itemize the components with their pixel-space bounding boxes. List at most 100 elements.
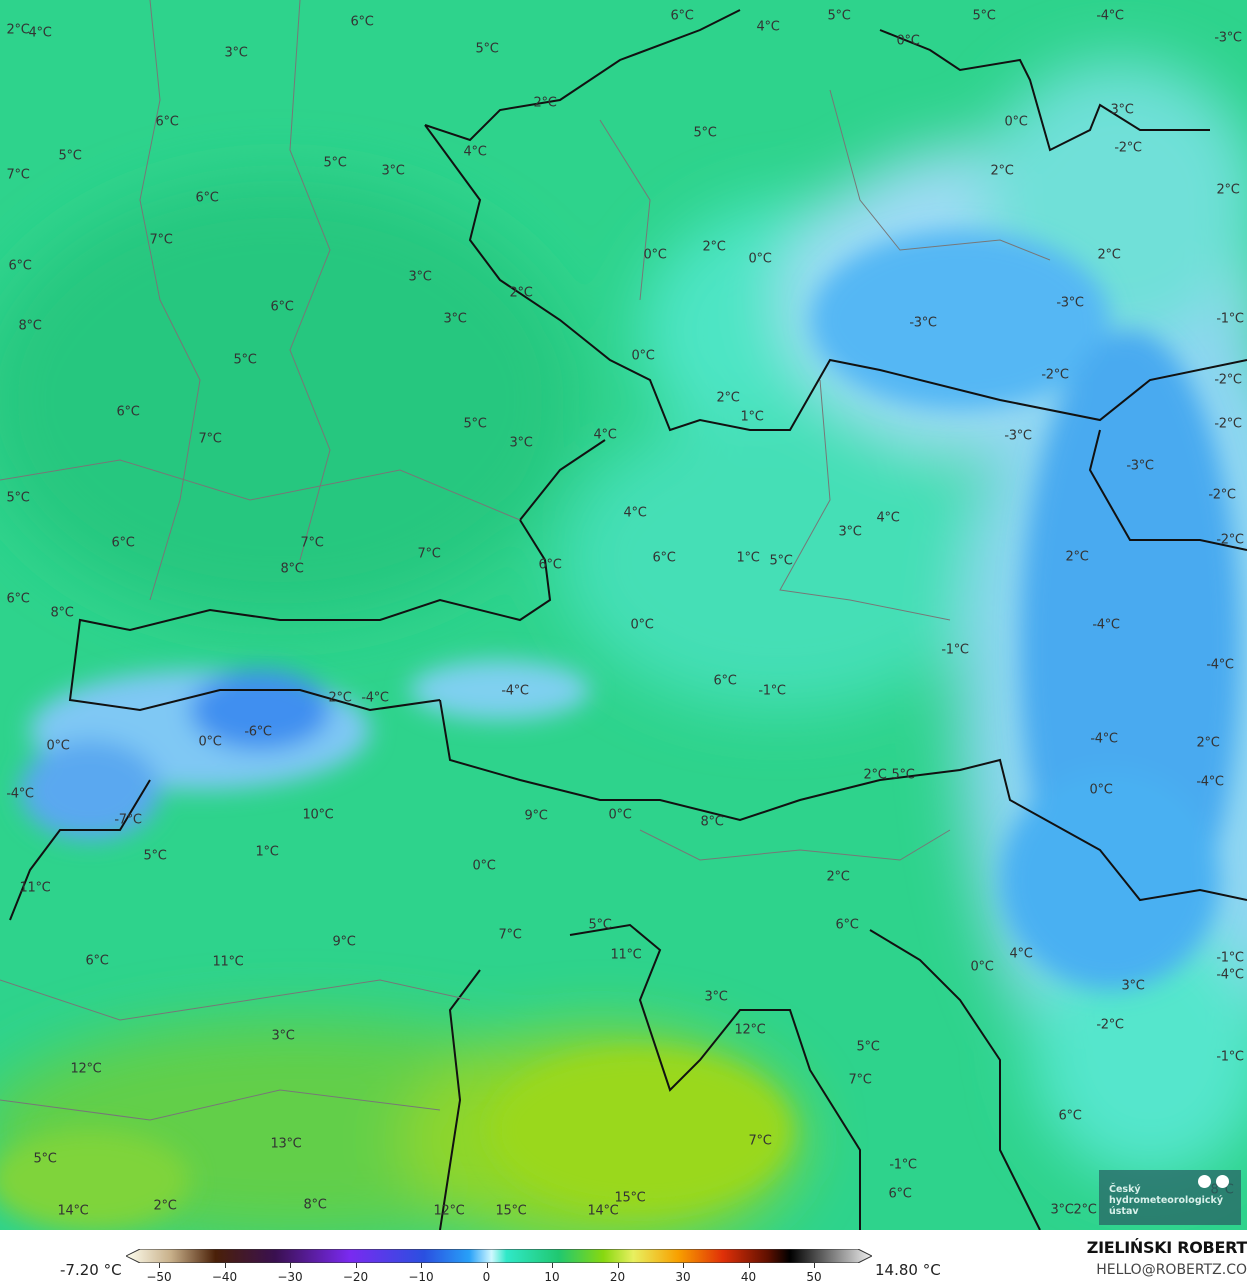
temperature-label: 3°C: [271, 1028, 295, 1044]
scale-tick-label: 10: [544, 1270, 560, 1284]
temperature-label: 6°C: [652, 550, 676, 566]
scale-tick-label: 30: [675, 1270, 691, 1284]
temperature-label: 7°C: [748, 1133, 772, 1149]
temperature-label: 6°C: [111, 535, 135, 551]
temperature-label: 6°C: [835, 917, 859, 933]
temperature-label: 2°C: [1216, 182, 1240, 198]
temperature-label: 6°C: [888, 1186, 912, 1202]
temperature-label: 4°C: [876, 510, 900, 526]
temperature-label: 6°C: [8, 258, 32, 274]
temperature-label: -3°C: [1056, 295, 1084, 311]
temperature-label: 7°C: [848, 1072, 872, 1088]
temperature-label: 0°C: [46, 738, 70, 754]
temperature-label: 6°C: [713, 673, 737, 689]
scale-tick-mark: [421, 1263, 422, 1268]
temperature-label: 12°C: [70, 1061, 102, 1077]
temperature-label: -1°C: [758, 683, 786, 699]
max-value: 14.80 °C: [875, 1261, 941, 1279]
temperature-label: 6°C: [350, 14, 374, 30]
temperature-label: 2°C: [702, 239, 726, 255]
temperature-label: -6°C: [244, 724, 272, 740]
temperature-label: 1°C: [255, 844, 279, 860]
temperature-label: 2°C: [990, 163, 1014, 179]
temperature-label: -1°C: [1216, 950, 1244, 966]
temperature-label: 10°C: [302, 807, 334, 823]
scale-tick-mark: [486, 1263, 488, 1268]
temperature-label: 5°C: [856, 1039, 880, 1055]
temperature-label: -1°C: [1216, 1049, 1244, 1065]
temperature-label: 9°C: [332, 934, 356, 950]
temperature-label: -4°C: [1092, 617, 1120, 633]
temperature-label: -2°C: [1214, 416, 1242, 432]
temperature-label: 5°C: [891, 767, 915, 783]
legend-footer: -7.20 °C −: [0, 1230, 1247, 1287]
temperature-label: 3°C: [1110, 102, 1134, 118]
temperature-map[interactable]: 2°C 4°C 6°C 3°C 5°C 6°C 4°C 5°C 5°C -4°C -3°C 6°C 5°…: [0, 0, 1247, 1230]
scale-tick-mark: [224, 1263, 226, 1268]
temperature-label: 2°C: [1073, 1202, 1097, 1218]
min-value: -7.20 °C: [60, 1261, 122, 1279]
temperature-label: -4°C: [1216, 967, 1244, 983]
temperature-label: 6°C: [270, 299, 294, 315]
temperature-label: 8°C: [280, 561, 304, 577]
temperature-label: 6°C: [670, 8, 694, 24]
temperature-label: -2°C: [1214, 372, 1242, 388]
temperature-label: 1°C: [740, 409, 764, 425]
temperature-label: 12°C: [734, 1022, 766, 1038]
temperature-label: 11°C: [19, 880, 51, 896]
temperature-label: 6°C: [1058, 1108, 1082, 1124]
temperature-label: 6°C: [538, 557, 562, 573]
author-email[interactable]: HELLO@ROBERTZ.CO: [1096, 1262, 1247, 1278]
color-scale-bar: [126, 1249, 872, 1263]
temperature-label: -2°C: [1041, 367, 1069, 383]
map-field: [0, 0, 1247, 1230]
temperature-label: 0°C: [472, 858, 496, 874]
temperature-label: 0°C: [198, 734, 222, 750]
temperature-label: 7°C: [149, 232, 173, 248]
temperature-label: 0°C: [608, 807, 632, 823]
temperature-label: 3°C: [1050, 1202, 1074, 1218]
temperature-label: 4°C: [28, 25, 52, 41]
temperature-label: -2°C: [1216, 532, 1244, 548]
temperature-label: -1°C: [889, 1157, 917, 1173]
temperature-label: 0°C: [630, 617, 654, 633]
scale-tick-label: 50: [806, 1270, 822, 1284]
temperature-label: 5°C: [769, 553, 793, 569]
temperature-label: -4°C: [1090, 731, 1118, 747]
scale-tick-label: −40: [211, 1270, 238, 1284]
temperature-label: -3°C: [909, 315, 937, 331]
temperature-label: 11°C: [610, 947, 642, 963]
temperature-label: 2°C: [533, 95, 557, 111]
temperature-label: 5°C: [972, 8, 996, 24]
temperature-label: 6°C: [155, 114, 179, 130]
scale-tick-label: 20: [609, 1270, 626, 1284]
temperature-label: -3°C: [1126, 458, 1154, 474]
temperature-label: -4°C: [361, 690, 389, 706]
temperature-label: 15°C: [495, 1203, 527, 1219]
temperature-label: 3°C: [838, 524, 862, 540]
temperature-label: 2°C: [6, 22, 30, 38]
temperature-label: 7°C: [6, 167, 30, 183]
temperature-label: 0°C: [970, 959, 994, 975]
temperature-label: 6°C: [116, 404, 140, 420]
temperature-label: 6°C: [85, 953, 109, 969]
temperature-label: 5°C: [6, 490, 30, 506]
temperature-label: 9°C: [524, 808, 548, 824]
logo-mark: [1193, 1175, 1229, 1191]
temperature-label: 3°C: [1121, 978, 1145, 994]
temperature-label: -3°C: [1004, 428, 1032, 444]
temperature-label: 3°C: [224, 45, 248, 61]
scale-tick-label: −20: [342, 1270, 369, 1284]
temperature-label: 2°C: [509, 285, 533, 301]
scale-tick-mark: [552, 1263, 553, 1268]
temperature-label: -4°C: [1206, 657, 1234, 673]
temperature-label: 2°C: [1097, 247, 1121, 263]
scale-tick-mark: [159, 1263, 160, 1268]
temperature-label: 0°C: [748, 251, 772, 267]
temperature-label: 2°C: [716, 390, 740, 406]
temperature-label: -4°C: [1196, 774, 1224, 790]
scale-tick-mark: [814, 1263, 815, 1268]
temperature-label: -2°C: [1208, 487, 1236, 503]
temperature-label: 7°C: [300, 535, 324, 551]
temperature-label: 2°C: [328, 690, 352, 706]
